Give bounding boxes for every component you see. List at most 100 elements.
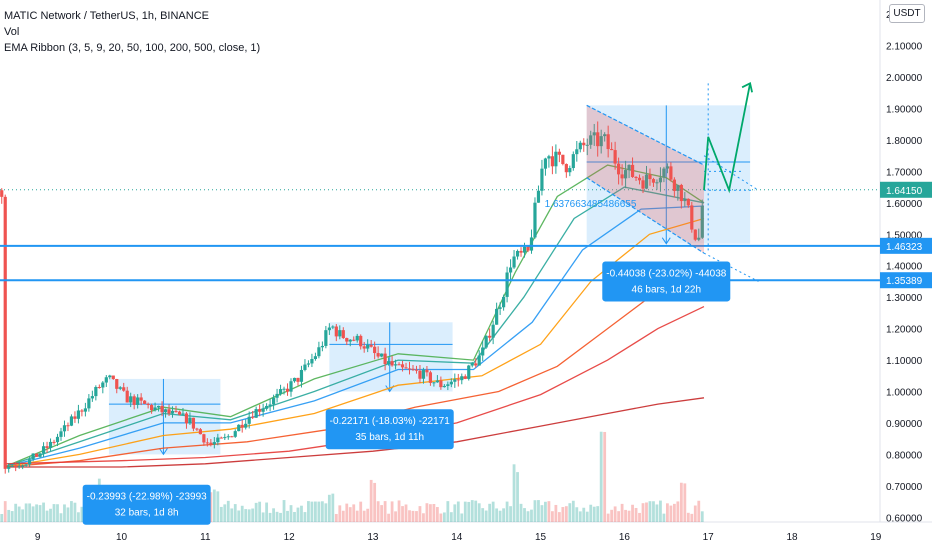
volume-bar bbox=[610, 509, 614, 522]
volume-bar bbox=[352, 504, 356, 522]
volume-bar bbox=[233, 504, 237, 522]
candle-body bbox=[7, 466, 11, 469]
channel-value-label: 1.637663485486655 bbox=[545, 199, 637, 210]
candle-body bbox=[662, 168, 666, 178]
volume-bar bbox=[282, 500, 286, 522]
volume-bar bbox=[327, 494, 331, 522]
candle-body bbox=[592, 132, 596, 136]
symbol-title[interactable]: MATIC Network / TetherUS, 1h, BINANCE bbox=[4, 10, 209, 22]
candle-body bbox=[146, 403, 150, 406]
volume-bar bbox=[56, 504, 59, 522]
x-tick-label: 10 bbox=[116, 532, 128, 543]
volume-bar bbox=[429, 504, 432, 522]
lower-projection-dotted bbox=[703, 252, 759, 282]
candle-body bbox=[122, 387, 126, 391]
volume-bar bbox=[554, 504, 558, 522]
volume-bar bbox=[446, 501, 450, 522]
candle-body bbox=[62, 425, 67, 432]
volume-bar bbox=[355, 510, 359, 522]
candle-body bbox=[474, 363, 478, 366]
volume-bar bbox=[415, 511, 418, 522]
volume-bar bbox=[676, 501, 680, 522]
volume-bar bbox=[307, 501, 310, 522]
volume-bar bbox=[502, 508, 506, 522]
candle-body bbox=[683, 198, 687, 202]
volume-indicator-label[interactable]: Vol bbox=[4, 26, 20, 38]
candle-body bbox=[24, 464, 28, 466]
candle-body bbox=[327, 327, 331, 331]
candle-body bbox=[679, 184, 683, 202]
candle-body bbox=[467, 365, 471, 379]
measure-label-box bbox=[82, 484, 211, 525]
volume-bar bbox=[70, 501, 73, 522]
candle-body bbox=[596, 132, 600, 147]
candle-body bbox=[613, 150, 617, 164]
volume-bar bbox=[418, 506, 422, 522]
candle-body bbox=[45, 446, 49, 448]
candle-body bbox=[233, 431, 237, 437]
projection-path bbox=[703, 83, 751, 194]
candle-body bbox=[470, 363, 474, 366]
ema-line bbox=[4, 271, 705, 468]
candle-body bbox=[115, 379, 119, 389]
y-tick-label: 0.80000 bbox=[886, 450, 923, 461]
volume-bar bbox=[422, 513, 425, 522]
candle-body bbox=[21, 465, 25, 467]
volume-bar bbox=[268, 512, 272, 522]
candle-body bbox=[188, 417, 192, 424]
y-tick-label: 1.60000 bbox=[886, 199, 923, 210]
volume-bar bbox=[652, 501, 655, 522]
candle-body bbox=[432, 382, 436, 384]
volume-bar bbox=[571, 500, 575, 522]
volume-bar bbox=[219, 506, 223, 522]
volume-bar bbox=[247, 509, 251, 522]
volume-bar bbox=[585, 511, 589, 522]
volume-bar bbox=[411, 510, 415, 522]
volume-bar bbox=[338, 505, 342, 522]
candle-body bbox=[317, 347, 321, 357]
x-tick-label: 19 bbox=[870, 532, 882, 543]
candle-body bbox=[676, 184, 680, 191]
candle-body bbox=[97, 387, 101, 389]
candle-body bbox=[446, 384, 450, 386]
candle-body bbox=[543, 158, 548, 169]
volume-bar bbox=[24, 503, 28, 522]
candle-body bbox=[237, 424, 241, 432]
ema-ribbon-label[interactable]: EMA Ribbon (3, 5, 9, 20, 50, 100, 200, 5… bbox=[4, 42, 261, 54]
volume-bar bbox=[31, 506, 35, 522]
candle-body bbox=[404, 367, 408, 369]
candle-body bbox=[369, 344, 373, 347]
volume-bar bbox=[373, 482, 377, 522]
volume-bar bbox=[582, 507, 586, 522]
candle-body bbox=[209, 442, 213, 445]
candle-body bbox=[498, 307, 502, 309]
candle-body bbox=[578, 142, 582, 150]
candle-body bbox=[244, 423, 248, 428]
volume-bar bbox=[279, 512, 282, 522]
candle-body bbox=[10, 465, 14, 467]
candle-body bbox=[352, 339, 356, 341]
candle-body bbox=[198, 429, 202, 435]
volume-bar bbox=[662, 513, 666, 522]
candle-body bbox=[386, 361, 391, 365]
candle-body bbox=[313, 356, 318, 360]
candle-body bbox=[700, 205, 704, 238]
measure-label-text: -0.23993 (-22.98%) -23993 bbox=[87, 492, 208, 503]
candle-body bbox=[230, 436, 234, 438]
candle-body bbox=[174, 410, 178, 412]
volume-bar bbox=[261, 512, 265, 522]
y-tick-label: 1.10000 bbox=[886, 356, 923, 367]
price-badge bbox=[880, 181, 932, 198]
candle-body bbox=[129, 396, 133, 403]
candle-body bbox=[310, 359, 314, 364]
currency-button[interactable]: USDT bbox=[889, 4, 925, 23]
candle-body bbox=[508, 267, 513, 273]
volume-bar bbox=[550, 511, 554, 522]
channel-fill bbox=[586, 105, 704, 254]
candle-body bbox=[623, 170, 628, 179]
volume-bar bbox=[638, 512, 641, 522]
candle-body bbox=[167, 409, 171, 414]
y-tick-label: 1.70000 bbox=[886, 167, 923, 178]
volume-bar bbox=[21, 509, 25, 522]
